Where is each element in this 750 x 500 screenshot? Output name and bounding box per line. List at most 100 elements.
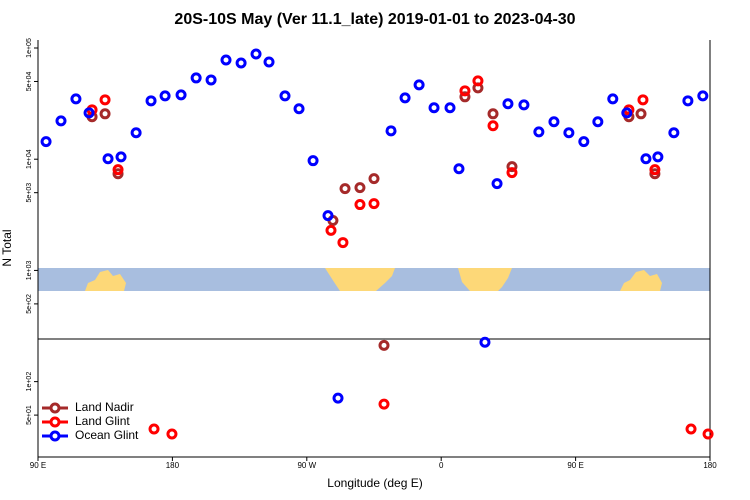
y-tick-label: 1e+03 <box>26 260 33 280</box>
point <box>506 167 518 179</box>
point <box>548 116 560 128</box>
point <box>339 183 351 195</box>
point <box>190 72 202 84</box>
point <box>378 398 390 410</box>
point <box>637 94 649 106</box>
point <box>354 199 366 211</box>
point <box>697 90 709 102</box>
point <box>99 108 111 120</box>
point <box>205 74 217 86</box>
point <box>685 423 697 435</box>
x-tick-label: 0 <box>439 461 444 470</box>
point <box>487 120 499 132</box>
point <box>640 153 652 165</box>
point <box>99 94 111 106</box>
point <box>220 54 232 66</box>
point <box>175 89 187 101</box>
point <box>354 182 366 194</box>
x-tick-label: 180 <box>703 461 717 470</box>
legend-marker <box>49 430 61 442</box>
point <box>337 237 349 249</box>
point <box>459 91 471 103</box>
point <box>70 93 82 105</box>
point <box>40 136 52 148</box>
map-strip <box>38 268 710 291</box>
point <box>563 127 575 139</box>
point <box>130 127 142 139</box>
point <box>145 95 157 107</box>
y-tick-label: 1e+05 <box>26 38 33 58</box>
point <box>83 107 95 119</box>
land <box>620 270 662 291</box>
point <box>250 48 262 60</box>
point <box>332 392 344 404</box>
land <box>458 268 512 291</box>
y-tick-label: 5e+03 <box>26 183 33 203</box>
point <box>322 210 334 222</box>
legend-marker <box>49 416 61 428</box>
point <box>112 164 124 176</box>
x-tick-label: 180 <box>166 461 180 470</box>
point <box>533 126 545 138</box>
point <box>166 428 178 440</box>
point <box>668 127 680 139</box>
point <box>159 90 171 102</box>
point <box>682 95 694 107</box>
y-tick-label: 1e+04 <box>26 149 33 169</box>
legend-label: Land Glint <box>75 414 130 428</box>
point <box>459 85 471 97</box>
point <box>444 102 456 114</box>
point <box>55 115 67 127</box>
point <box>607 93 619 105</box>
x-tick-label: 90 W <box>297 461 316 470</box>
point <box>635 108 647 120</box>
land <box>325 268 395 291</box>
point <box>399 92 411 104</box>
chart-title: 20S-10S May (Ver 11.1_late) 2019-01-01 t… <box>174 11 575 28</box>
axes-frame <box>37 40 711 458</box>
point <box>702 428 714 440</box>
point <box>112 168 124 180</box>
y-axis-label: N Total <box>0 229 14 266</box>
point <box>263 56 275 68</box>
point <box>325 224 337 236</box>
land <box>85 270 126 291</box>
point <box>378 339 390 351</box>
point <box>592 116 604 128</box>
point <box>413 79 425 91</box>
point <box>649 164 661 176</box>
point <box>652 151 664 163</box>
x-tick-label: 90 E <box>567 461 583 470</box>
y-tick-label: 5e+01 <box>26 405 33 425</box>
point <box>479 336 491 348</box>
point <box>368 173 380 185</box>
point <box>578 136 590 148</box>
y-tick-label: 5e+04 <box>26 72 33 92</box>
y-tick-label: 1e+02 <box>26 372 33 392</box>
point <box>235 57 247 69</box>
point <box>307 155 319 167</box>
point <box>368 198 380 210</box>
point <box>428 102 440 114</box>
point <box>491 178 503 190</box>
point <box>518 99 530 111</box>
point <box>148 423 160 435</box>
point <box>293 103 305 115</box>
legend-marker <box>49 402 61 414</box>
point <box>279 90 291 102</box>
point <box>502 98 514 110</box>
point <box>472 75 484 87</box>
point <box>621 107 633 119</box>
x-tick-label: 90 E <box>30 461 46 470</box>
point <box>115 151 127 163</box>
point <box>487 108 499 120</box>
y-tick-label: 5e+02 <box>26 294 33 314</box>
point <box>506 161 518 173</box>
legend-label: Land Nadir <box>75 400 134 414</box>
point <box>102 153 114 165</box>
legend-label: Ocean Glint <box>75 428 139 442</box>
x-axis-label: Longitude (deg E) <box>327 476 422 490</box>
point <box>453 163 465 175</box>
point <box>385 125 397 137</box>
